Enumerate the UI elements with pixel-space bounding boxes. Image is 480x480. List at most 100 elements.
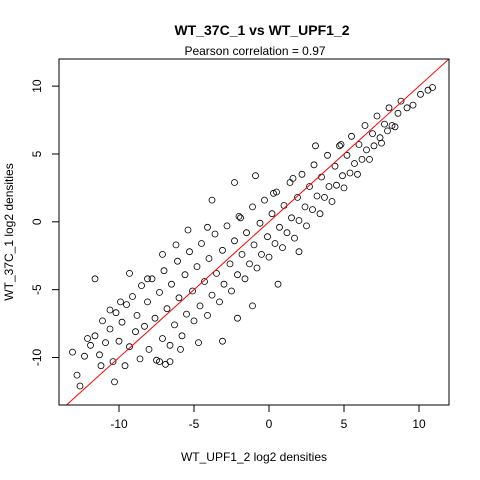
data-point (148, 275, 156, 283)
data-point (324, 151, 331, 159)
data-point (289, 174, 297, 182)
data-point (97, 362, 105, 370)
x-tick-label: 5 (341, 417, 348, 431)
data-point (216, 298, 223, 306)
data-point (168, 280, 175, 288)
data-point (69, 348, 76, 356)
data-point (339, 172, 346, 180)
data-point (417, 90, 424, 98)
data-point (249, 203, 256, 211)
data-point (115, 337, 123, 345)
data-point (361, 122, 369, 129)
data-point (129, 293, 136, 300)
data-point (144, 298, 151, 306)
data-point (174, 257, 181, 265)
data-point (166, 341, 174, 349)
data-point (141, 322, 148, 330)
data-point (394, 109, 402, 117)
data-point (348, 132, 355, 140)
data-point (153, 356, 160, 364)
x-tick-label: 10 (412, 417, 426, 431)
x-tick-label: -10 (110, 417, 128, 431)
data-point (87, 341, 94, 349)
data-point (234, 314, 241, 322)
data-point (189, 287, 196, 295)
data-point (268, 210, 276, 218)
data-point (231, 237, 238, 245)
data-point (294, 193, 301, 201)
data-point (178, 332, 186, 340)
data-point (156, 288, 163, 296)
data-point (109, 358, 117, 366)
data-point (369, 130, 376, 138)
data-point (190, 317, 198, 325)
data-point (118, 318, 126, 326)
data-point (121, 362, 129, 370)
data-point (193, 263, 201, 271)
data-point (343, 151, 351, 159)
data-point (316, 210, 324, 218)
data-point (102, 339, 109, 347)
data-point (111, 378, 118, 386)
data-point (201, 278, 208, 285)
data-point (177, 345, 184, 353)
data-point (132, 328, 139, 336)
data-point (81, 352, 88, 360)
data-point (144, 275, 151, 283)
data-point (312, 142, 319, 150)
y-axis: -10 -5 0 5 10 (30, 79, 60, 366)
data-point (310, 161, 318, 169)
data-point (283, 229, 291, 237)
data-point (288, 214, 295, 222)
data-point (346, 169, 354, 177)
data-point (309, 206, 316, 214)
data-point (397, 97, 405, 105)
data-point (204, 311, 211, 319)
data-point (186, 248, 193, 256)
data-point (409, 101, 417, 109)
data-point (171, 321, 178, 329)
data-point (243, 229, 250, 237)
data-point (223, 222, 231, 230)
data-point (198, 240, 205, 247)
data-point (253, 264, 261, 272)
data-point (388, 122, 396, 129)
data-point (106, 325, 114, 333)
data-point (163, 305, 171, 313)
x-axis: -10 -5 0 5 10 (110, 404, 426, 431)
chart-subtitle: Pearson correlation = 0.97 (184, 44, 325, 58)
data-point (270, 189, 277, 197)
data-point (184, 226, 192, 234)
data-point (373, 112, 381, 120)
data-point (295, 248, 303, 256)
data-point (381, 120, 388, 128)
data-point (195, 339, 202, 347)
data-point (354, 170, 361, 178)
data-point (264, 233, 271, 241)
data-point (351, 160, 358, 167)
points-layer (69, 84, 436, 390)
data-point (151, 314, 159, 322)
data-point (384, 127, 391, 135)
x-tick-label: -5 (189, 417, 200, 431)
data-point (246, 260, 253, 268)
data-point (84, 335, 91, 342)
data-point (162, 360, 169, 368)
data-point (175, 294, 183, 302)
y-tick-label: 5 (30, 150, 44, 157)
x-tick-label: 0 (266, 417, 273, 431)
data-point (358, 155, 366, 163)
data-point (76, 382, 84, 390)
data-point (250, 241, 258, 249)
data-point (159, 335, 166, 342)
data-point (183, 310, 190, 318)
data-point (313, 192, 321, 200)
data-point (219, 246, 226, 254)
data-point (265, 253, 273, 261)
data-point (205, 255, 213, 262)
data-point (156, 358, 163, 366)
x-axis-label: WT_UPF1_2 log2 densities (181, 450, 327, 464)
data-point (378, 139, 385, 147)
